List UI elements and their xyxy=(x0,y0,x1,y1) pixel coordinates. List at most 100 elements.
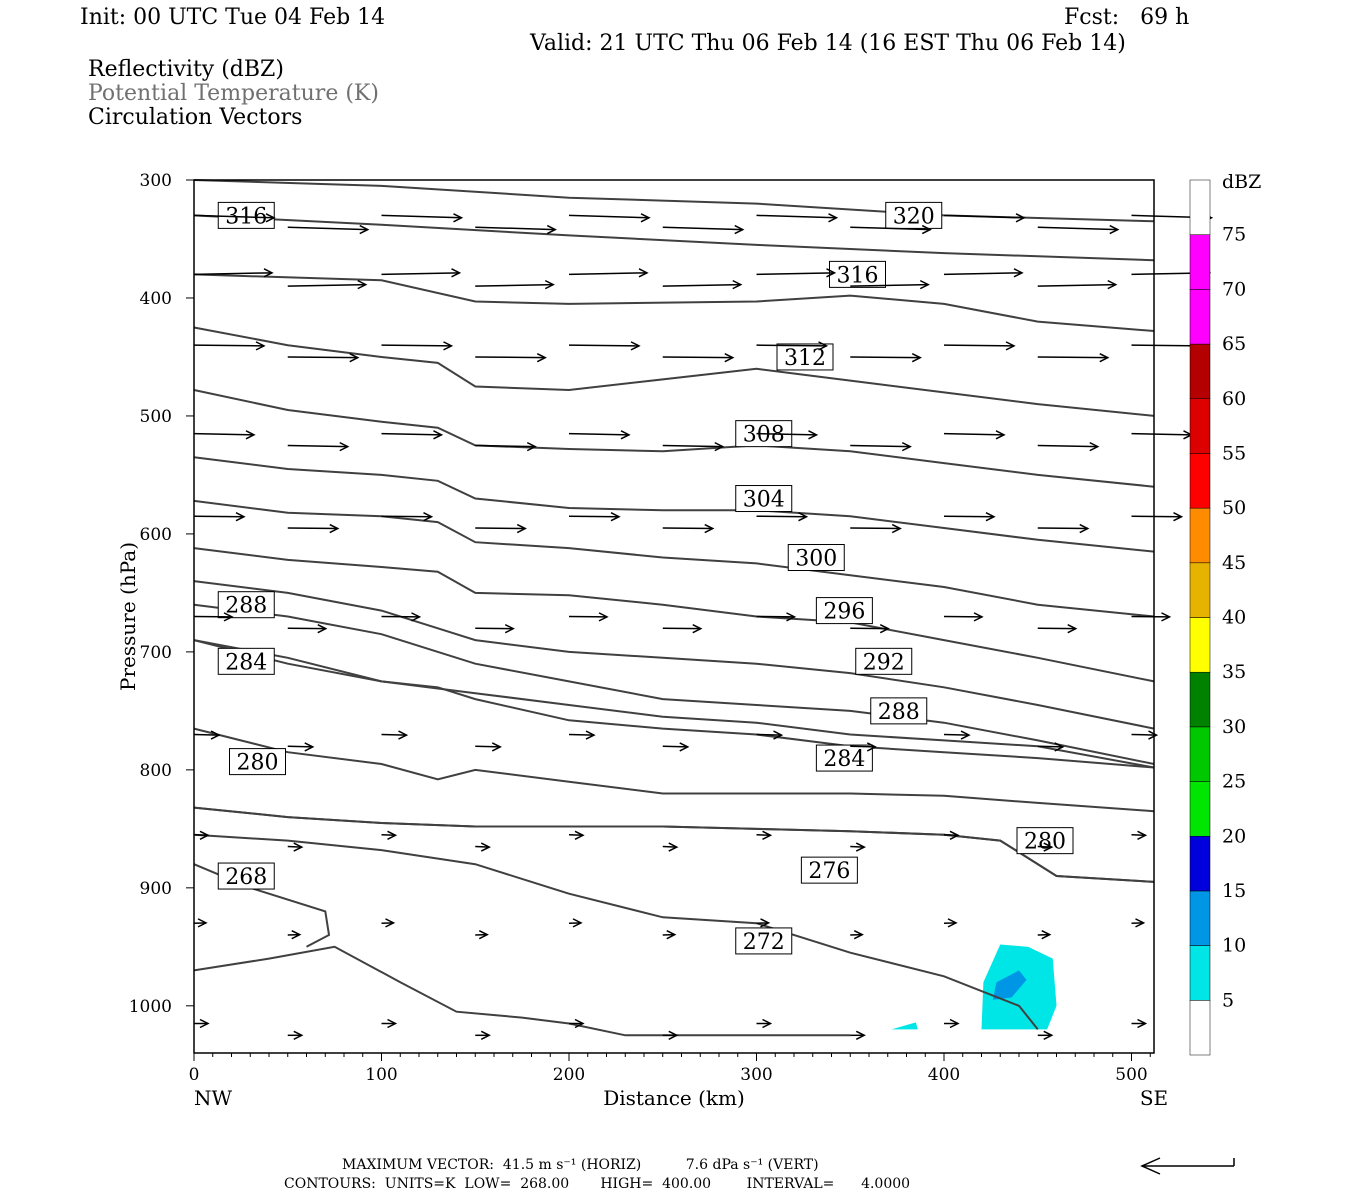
vector-shaft xyxy=(568,344,640,347)
vector-shaft xyxy=(193,733,220,736)
contour-label: 280 xyxy=(237,751,279,776)
vector-shaft xyxy=(1131,834,1146,837)
vector-head xyxy=(786,612,797,622)
vector-head xyxy=(704,523,715,534)
vector-head xyxy=(1148,730,1159,740)
contour-label-box xyxy=(735,927,793,955)
vector-shaft xyxy=(943,214,1025,219)
colorbar: 5 10 15 20 25 30 35 40 45 50 55 60 65 70 75 dBZ xyxy=(1189,171,1261,1056)
se-label: SE xyxy=(1140,1086,1168,1110)
vector-head xyxy=(714,441,725,452)
vector-head xyxy=(536,352,547,363)
vector-head xyxy=(199,830,210,840)
vector-shaft xyxy=(475,444,536,448)
vector-shaft xyxy=(1037,283,1116,287)
vector-head xyxy=(451,268,462,278)
theta-contour-300 xyxy=(193,499,1155,618)
contour-label: 276 xyxy=(808,859,850,884)
x-axis-label: Distance (km) xyxy=(603,1086,745,1110)
vector-head xyxy=(398,730,409,740)
vector-head xyxy=(423,512,434,522)
vector-shaft xyxy=(381,834,396,837)
y-tick-label: 1000 xyxy=(129,997,172,1017)
vector-shaft xyxy=(475,226,556,231)
vector-head xyxy=(516,523,527,534)
vector-head xyxy=(1173,512,1184,522)
vector-head xyxy=(223,612,234,622)
vector-head xyxy=(443,341,454,351)
vector-shaft xyxy=(381,515,432,518)
x-tick-label: 200 xyxy=(553,1065,585,1085)
vector-shaft xyxy=(850,444,911,448)
y-tick-label: 300 xyxy=(140,171,172,191)
vector-head xyxy=(985,512,996,522)
colorbar-label: 60 xyxy=(1222,388,1246,410)
contour-label-box xyxy=(885,201,943,229)
vector-head xyxy=(949,1018,960,1029)
colorbar-segment xyxy=(1189,507,1211,564)
vector-shaft xyxy=(287,527,338,530)
forecast-hour: Fcst: 69 h xyxy=(1064,5,1190,30)
vector-head xyxy=(692,624,703,634)
vector-head xyxy=(879,624,890,634)
vector-shaft xyxy=(475,527,526,530)
theta-contour-288 xyxy=(193,639,1155,769)
vector-head xyxy=(199,1018,210,1029)
vector-head xyxy=(762,830,773,840)
vector-head xyxy=(919,279,930,290)
colorbar-segment xyxy=(1189,289,1211,345)
x-tick-label: 300 xyxy=(740,1065,772,1085)
vector-head xyxy=(574,1018,585,1029)
vector-head xyxy=(995,430,1006,440)
vector-shaft xyxy=(662,356,733,359)
vector-head xyxy=(855,842,866,852)
vector-head xyxy=(866,742,877,752)
vector-shaft xyxy=(850,745,876,748)
vector-shaft xyxy=(756,515,807,518)
vector-head xyxy=(210,730,221,740)
vector-shaft xyxy=(756,432,817,436)
vector-shaft xyxy=(943,272,1023,276)
y-tick-label: 600 xyxy=(140,525,172,545)
vector-head xyxy=(1137,1018,1148,1029)
vector-head xyxy=(433,430,444,440)
vector-shaft xyxy=(1037,226,1118,231)
y-tick-label: 500 xyxy=(140,407,172,427)
vector-shaft xyxy=(850,356,921,359)
colorbar-label: 10 xyxy=(1222,935,1246,957)
vector-shaft xyxy=(568,272,648,276)
vector-head xyxy=(724,352,735,363)
vector-head xyxy=(668,842,679,852)
vector-head xyxy=(798,512,809,522)
vector-head xyxy=(349,352,360,363)
vector-head xyxy=(387,830,398,840)
contour-label: 272 xyxy=(743,930,785,955)
contour-label-box xyxy=(217,201,275,229)
plot-frame xyxy=(193,179,1155,1054)
vector-shaft xyxy=(662,845,677,848)
vector-head xyxy=(339,441,350,452)
contour-label-box xyxy=(829,260,886,288)
vector-head xyxy=(546,224,557,235)
vector-head xyxy=(245,430,256,440)
colorbar-label: 25 xyxy=(1222,771,1246,793)
theta-contour-308 xyxy=(193,389,1155,488)
colorbar-label: 40 xyxy=(1222,607,1246,629)
colorbar-label: 35 xyxy=(1222,661,1246,683)
vector-head xyxy=(387,1018,398,1029)
vector-head xyxy=(453,213,464,223)
vector-head xyxy=(255,341,266,351)
y-tick-label: 800 xyxy=(140,761,172,781)
vector-head xyxy=(818,341,829,351)
colorbar-label: 65 xyxy=(1222,333,1246,355)
vector-head xyxy=(598,612,609,622)
vector-shaft xyxy=(568,515,620,518)
vector-head xyxy=(1079,523,1090,534)
vector-shaft xyxy=(1131,733,1157,736)
max-vector-note: MAXIMUM VECTOR: 41.5 m s⁻¹ (HORIZ) 7.6 d… xyxy=(342,1157,819,1173)
contour-label: 284 xyxy=(823,747,865,772)
colorbar-label: 20 xyxy=(1222,825,1246,847)
vector-shaft xyxy=(193,432,255,436)
colorbar-label: 50 xyxy=(1222,497,1246,519)
